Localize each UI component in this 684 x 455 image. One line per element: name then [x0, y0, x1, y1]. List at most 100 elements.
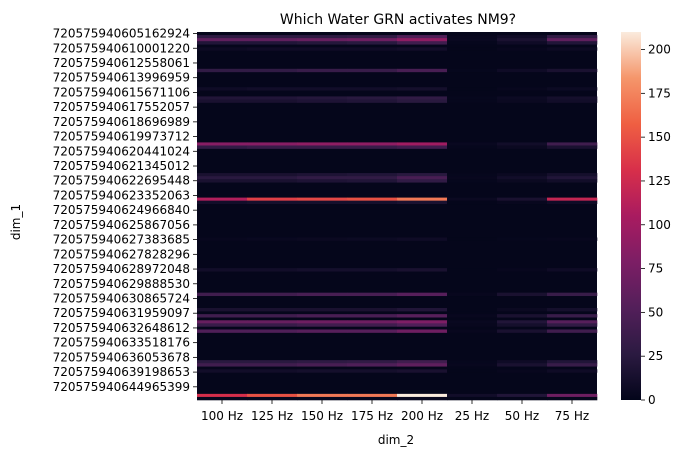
heatmap-cell — [497, 87, 548, 91]
heatmap-cell — [347, 320, 398, 324]
heatmap-cell — [347, 197, 398, 201]
heatmap-cell — [297, 393, 348, 398]
heatmap-cell — [347, 142, 398, 146]
heatmap-cell — [347, 237, 398, 241]
heatmap-cell — [397, 329, 448, 333]
x-tick-label: 75 Hz — [555, 409, 589, 423]
heatmap-cell — [297, 99, 348, 103]
heatmap-cell — [197, 363, 248, 367]
heatmap-cell — [347, 68, 398, 73]
y-tick-label: 720575940627383685 — [53, 233, 190, 247]
heatmap-cell — [247, 35, 298, 39]
heatmap-cell — [497, 308, 548, 312]
heatmap-cell — [347, 360, 398, 364]
colorbar-tick-label: 125 — [648, 174, 671, 188]
heatmap-cell — [347, 173, 398, 177]
colorbar-tick-label: 75 — [648, 262, 663, 276]
x-tick-labels: 100 Hz 125 Hz 150 Hz 175 Hz 200 Hz 25 Hz 50 Hz… — [201, 400, 589, 423]
heatmap-cell — [497, 237, 548, 241]
heatmap-cell — [297, 197, 348, 201]
heatmap-cell — [247, 396, 298, 401]
heatmap-cell — [547, 314, 598, 318]
heatmap-cell — [247, 360, 298, 364]
heatmap-cell — [397, 87, 448, 91]
heatmap-cell — [247, 323, 298, 327]
heatmap-cell — [447, 35, 498, 39]
heatmap-cell — [397, 363, 448, 367]
heatmap-cell — [447, 179, 498, 183]
heatmap-cell — [297, 35, 348, 39]
heatmap-cell — [447, 68, 498, 73]
x-tick-label: 25 Hz — [455, 409, 489, 423]
heatmap-cell — [497, 314, 548, 318]
heatmap-cell — [347, 41, 398, 45]
y-tick-label: 720575940619973712 — [53, 130, 190, 144]
heatmap-cell — [547, 369, 598, 373]
heatmap-cell — [247, 38, 298, 42]
heatmap-cell — [497, 320, 548, 324]
heatmap-cell — [247, 308, 298, 312]
heatmap-cell — [197, 320, 248, 324]
heatmap-cell — [397, 308, 448, 312]
heatmap-cell — [297, 323, 348, 327]
heatmap-cell — [397, 47, 448, 51]
heatmap-cell — [247, 47, 298, 51]
heatmap-cell — [247, 173, 298, 177]
heatmap-cell — [297, 329, 348, 333]
heatmap-cell — [547, 292, 598, 297]
heatmap-cell — [547, 179, 598, 183]
heatmap-cell — [547, 87, 598, 91]
colorbar-ticks: 0 25 50 75 100 125 150 175 200 — [641, 43, 671, 407]
heatmap-cell — [497, 179, 548, 183]
heatmap-cell — [397, 35, 448, 39]
heatmap-cell — [397, 99, 448, 103]
heatmap-cell — [447, 173, 498, 177]
heatmap-cell — [247, 393, 298, 398]
heatmap-background — [197, 32, 597, 400]
heatmap-cell — [447, 237, 498, 241]
y-tick-label: 720575940618696989 — [53, 115, 190, 129]
colorbar-tick-label: 0 — [648, 393, 656, 407]
heatmap-cell — [497, 329, 548, 333]
heatmap-cell — [347, 363, 398, 367]
heatmap-cell — [447, 99, 498, 103]
y-tick-label: 720575940624966840 — [53, 203, 190, 217]
heatmap-cell — [547, 41, 598, 45]
heatmap-cell — [397, 393, 448, 398]
heatmap-cell — [447, 268, 498, 272]
heatmap-cell — [197, 41, 248, 45]
heatmap-cell — [197, 268, 248, 272]
heatmap-cell — [497, 47, 548, 51]
y-tick-label: 720575940627828296 — [53, 247, 190, 261]
heatmap-cell — [347, 35, 398, 39]
y-tick-label: 720575940620441024 — [53, 144, 190, 158]
heatmap-cell — [197, 68, 248, 73]
heatmap-cell — [247, 363, 298, 367]
heatmap-cell — [397, 41, 448, 45]
heatmap-cell — [197, 396, 248, 401]
heatmap-cell — [547, 47, 598, 51]
colorbar-tick-label: 25 — [648, 349, 663, 363]
heatmap-cell — [497, 363, 548, 367]
heatmap-cell — [447, 329, 498, 333]
heatmap-cell — [297, 320, 348, 324]
heatmap-cell — [497, 176, 548, 180]
heatmap-cell — [247, 200, 298, 205]
heatmap-cell — [247, 41, 298, 45]
heatmap-cell — [197, 35, 248, 39]
heatmap-cell — [397, 268, 448, 272]
heatmap-cell — [497, 396, 548, 401]
heatmap-cell — [247, 68, 298, 73]
heatmap-cell — [297, 68, 348, 73]
heatmap-cell — [447, 363, 498, 367]
x-tick-label: 200 Hz — [401, 409, 443, 423]
heatmap-cell — [347, 87, 398, 91]
heatmap-cell — [297, 179, 348, 183]
y-tick-label: 720575940639198653 — [53, 365, 190, 379]
heatmap-cell — [447, 87, 498, 91]
heatmap-cell — [497, 292, 548, 297]
heatmap-cell — [347, 200, 398, 205]
y-tick-label: 720575940612558061 — [53, 56, 190, 70]
heatmap-cell — [497, 68, 548, 73]
heatmap-cell — [397, 173, 448, 177]
